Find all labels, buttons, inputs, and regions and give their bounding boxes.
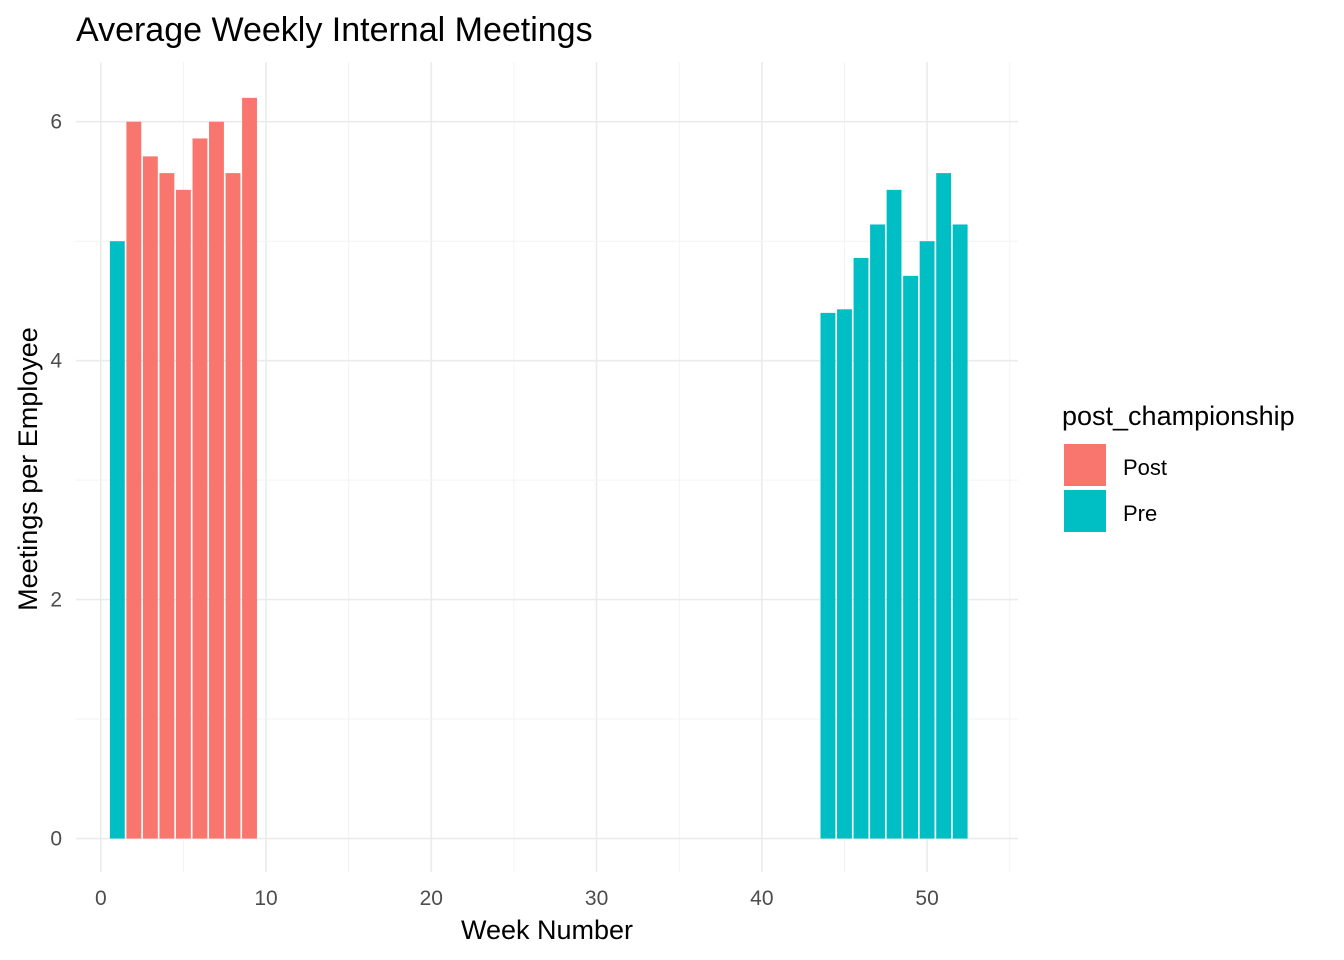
- y-axis-title: Meetings per Employee: [13, 327, 43, 611]
- y-tick-label: 6: [50, 111, 62, 134]
- x-tick-label: 10: [254, 887, 277, 910]
- bar-pre-week-46: [853, 257, 869, 839]
- legend-key-pre: [1064, 490, 1106, 532]
- bar-pre-week-48: [886, 189, 902, 839]
- bar-post-week-9: [242, 97, 257, 839]
- legend-title: post_championship: [1062, 401, 1295, 431]
- x-tick-label: 0: [95, 887, 107, 910]
- bar-pre-week-1: [109, 241, 125, 839]
- x-tick-label: 30: [585, 887, 608, 910]
- bar-post-week-2: [126, 121, 142, 839]
- x-tick-label: 50: [915, 887, 938, 910]
- bar-pre-week-44: [820, 312, 836, 839]
- legend-key-post: [1064, 444, 1106, 486]
- y-tick-label: 2: [50, 589, 62, 612]
- bar-post-week-3: [142, 156, 158, 839]
- x-tick-label: 40: [750, 887, 773, 910]
- y-axis-ticks: 0 2 4 6: [50, 111, 62, 851]
- bar-pre-week-52: [952, 224, 968, 839]
- bar-post-week-7: [209, 121, 224, 839]
- bar-pre-week-45: [837, 309, 852, 839]
- y-tick-label: 0: [50, 828, 62, 851]
- x-tick-label: 20: [420, 887, 443, 910]
- x-axis-ticks: 0 10 20 30 40 50: [95, 887, 939, 910]
- x-axis-title: Week Number: [461, 915, 633, 945]
- bar-post-week-6: [192, 138, 208, 839]
- legend-label-pre: Pre: [1123, 501, 1157, 526]
- chart-title: Average Weekly Internal Meetings: [76, 11, 593, 49]
- bar-pre-week-49: [903, 275, 919, 839]
- legend-label-post: Post: [1123, 455, 1167, 480]
- bars-group: [109, 97, 968, 839]
- bar-pre-week-51: [936, 173, 952, 839]
- bar-post-week-8: [225, 173, 241, 839]
- bar-pre-week-47: [870, 224, 885, 839]
- bar-pre-week-50: [919, 241, 935, 839]
- y-tick-label: 4: [50, 350, 62, 373]
- bar-post-week-4: [159, 173, 175, 839]
- bar-post-week-5: [175, 189, 191, 839]
- legend: post_championship Post Pre: [1062, 401, 1295, 532]
